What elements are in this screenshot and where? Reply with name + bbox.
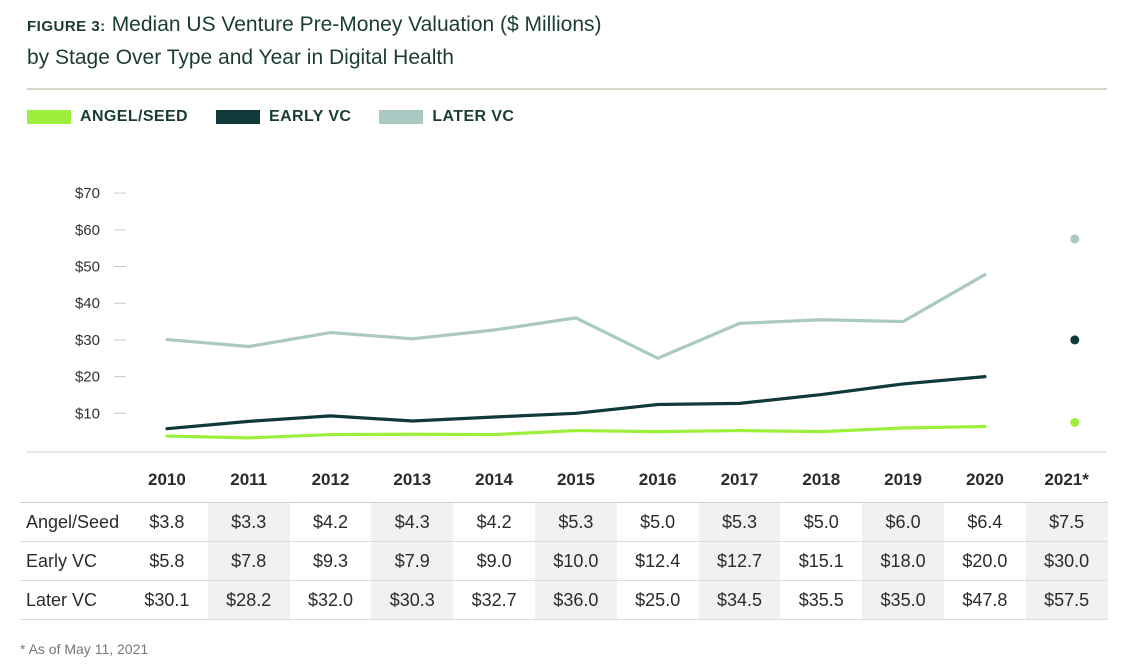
- column-header: 2021*: [1025, 458, 1108, 503]
- y-tick-label: $40: [75, 295, 100, 312]
- table-cell: $30.0: [1025, 541, 1108, 581]
- column-header: 2010: [126, 458, 208, 503]
- table-cell: $35.5: [780, 580, 863, 620]
- column-header: 2018: [780, 458, 863, 503]
- legend-item-early-vc: EARLY VC: [216, 108, 351, 126]
- legend-swatch-later-vc: [379, 110, 424, 124]
- y-tick-label: $10: [75, 405, 100, 422]
- table-cell: $30.3: [371, 580, 454, 620]
- table-cell: $28.2: [207, 580, 290, 620]
- table-cell: $7.8: [207, 541, 290, 581]
- legend-label-later-vc: LATER VC: [432, 108, 515, 125]
- table-cell: $7.9: [371, 541, 454, 581]
- table-cell: $3.8: [126, 502, 208, 542]
- column-header: 2016: [616, 458, 699, 503]
- table-cell: $6.4: [943, 502, 1026, 542]
- table-cell: $10.0: [534, 541, 617, 581]
- table-cell: $5.0: [780, 502, 863, 542]
- table-cell: $12.4: [616, 541, 699, 581]
- y-tick-label: $60: [75, 222, 100, 239]
- legend-label-angel-seed: ANGEL/SEED: [80, 108, 189, 125]
- table-cell: $32.7: [453, 580, 535, 620]
- table-cell: $47.8: [943, 580, 1026, 620]
- table-cell: $5.3: [698, 502, 781, 542]
- series-point-2021-angel-seed: [1070, 417, 1080, 427]
- legend-swatch-angel-seed: [27, 110, 71, 124]
- figure-label: FIGURE 3:: [27, 18, 106, 35]
- y-tick-label: $20: [75, 369, 100, 386]
- row-label: Later VC: [20, 580, 126, 620]
- table-row: Early VC $5.8 $7.8 $9.3 $7.9 $9.0 $10.0 $12.4 $1…: [20, 541, 1108, 581]
- column-header: 2015: [534, 458, 617, 503]
- table-cell: $5.8: [126, 541, 208, 581]
- column-header: 2019: [862, 458, 944, 503]
- table-row: Angel/Seed $3.8 $3.3 $4.2 $4.3 $4.2 $5.3 $5.0 $5…: [20, 502, 1108, 542]
- table-cell: $4.2: [289, 502, 372, 542]
- footnote: * As of May 11, 2021: [20, 641, 149, 657]
- series-line-angel-seed: [165, 424, 987, 440]
- table-cell: $20.0: [943, 541, 1026, 581]
- table-cell: $18.0: [862, 541, 944, 581]
- table-cell: $9.3: [289, 541, 372, 581]
- column-header: 2011: [207, 458, 290, 503]
- legend-label-early-vc: EARLY VC: [269, 108, 352, 125]
- y-tick-label: $50: [75, 259, 100, 276]
- table-cell: $6.0: [862, 502, 944, 542]
- title-divider: [27, 88, 1107, 90]
- column-header: 2020: [943, 458, 1026, 503]
- series-point-2021-later-vc: [1070, 234, 1080, 244]
- table-cell: $25.0: [616, 580, 699, 620]
- legend-item-angel-seed: ANGEL/SEED: [27, 108, 188, 126]
- column-header: 2013: [371, 458, 454, 503]
- table-cell: $35.0: [862, 580, 944, 620]
- table-header-row: 2010 2011 2012 2013 2014 2015 2016 2017 2018 2019…: [20, 458, 1108, 503]
- legend: ANGEL/SEED EARLY VC LATER VC: [27, 108, 542, 126]
- table-cell: $12.7: [698, 541, 781, 581]
- table-cell: $5.0: [616, 502, 699, 542]
- table-cell: $4.3: [371, 502, 454, 542]
- table-cell: $3.3: [207, 502, 290, 542]
- column-header: 2012: [289, 458, 372, 503]
- table-cell: $36.0: [534, 580, 617, 620]
- table-corner-cell: [20, 458, 126, 503]
- data-table: 2010 2011 2012 2013 2014 2015 2016 2017 2018 2019…: [20, 458, 1108, 620]
- column-header: 2014: [453, 458, 535, 503]
- table-cell: $57.5: [1025, 580, 1108, 620]
- title-line-2: by Stage Over Type and Year in Digital H…: [27, 46, 454, 69]
- title-line-1: Median US Venture Pre-Money Valuation ($…: [111, 13, 602, 36]
- table-cell: $9.0: [453, 541, 535, 581]
- table-cell: $15.1: [780, 541, 863, 581]
- legend-item-later-vc: LATER VC: [379, 108, 514, 126]
- table-row: Later VC $30.1 $28.2 $32.0 $30.3 $32.7 $36.0 $2…: [20, 580, 1108, 620]
- line-chart: $70 $60 $50 $40 $30 $20 $10: [27, 185, 1107, 453]
- y-tick-label: $70: [75, 185, 100, 202]
- row-label: Early VC: [20, 541, 126, 581]
- series-line-later-vc: [165, 272, 987, 360]
- table-cell: $32.0: [289, 580, 372, 620]
- table-cell: $4.2: [453, 502, 535, 542]
- table-cell: $5.3: [534, 502, 617, 542]
- y-tick-label: $30: [75, 332, 100, 349]
- table-cell: $30.1: [126, 580, 208, 620]
- series-line-early-vc: [165, 375, 987, 431]
- series-point-2021-early-vc: [1070, 335, 1080, 345]
- table-cell: $34.5: [698, 580, 781, 620]
- row-label: Angel/Seed: [20, 502, 126, 542]
- column-header: 2017: [698, 458, 781, 503]
- chart-title: FIGURE 3: Median US Venture Pre-Money Val…: [27, 9, 602, 73]
- table-cell: $7.5: [1025, 502, 1108, 542]
- legend-swatch-early-vc: [216, 110, 261, 124]
